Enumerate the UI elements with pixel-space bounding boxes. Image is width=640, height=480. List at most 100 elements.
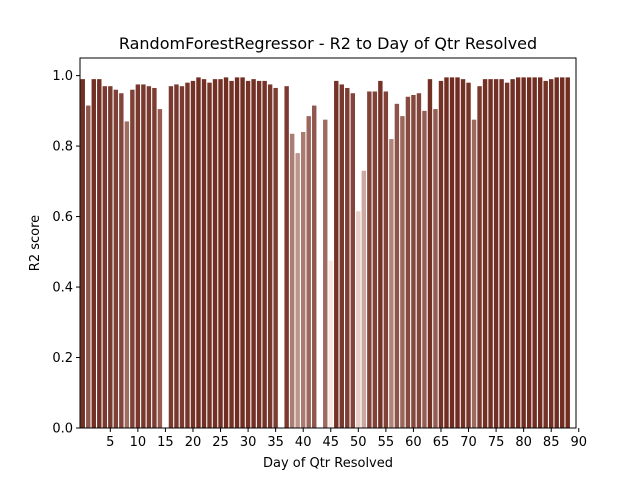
bar-day-49	[350, 93, 356, 429]
bar-day-55	[383, 91, 389, 428]
y-tick-label: 0.0	[52, 422, 73, 437]
bar-day-61	[416, 93, 422, 429]
x-tick-label: 25	[212, 435, 229, 450]
bar-day-0	[80, 79, 85, 428]
bar-day-85	[549, 79, 554, 428]
bar-day-41	[306, 116, 311, 428]
bar-day-5	[108, 86, 113, 428]
bar-day-26	[223, 77, 229, 428]
x-tick-label: 65	[433, 435, 450, 450]
x-tick-label: 35	[267, 435, 284, 450]
bar-day-59	[405, 96, 411, 428]
x-tick-label: 75	[488, 435, 505, 450]
bar-day-16	[168, 86, 174, 428]
bar-day-35	[273, 87, 278, 428]
x-tick-label: 55	[378, 435, 395, 450]
x-tick-label: 30	[240, 435, 257, 450]
bar-day-74	[488, 79, 493, 428]
bar-day-72	[477, 86, 482, 428]
bar-day-12	[146, 86, 152, 428]
bar-day-42	[312, 105, 317, 428]
bar-day-76	[499, 79, 504, 428]
bar-day-8	[124, 121, 130, 429]
bar-day-7	[119, 93, 124, 429]
bar-day-78	[510, 79, 515, 428]
bar-day-86	[554, 77, 559, 428]
x-tick-label: 80	[515, 435, 532, 450]
bar-day-28	[234, 77, 240, 428]
bar-day-6	[113, 89, 119, 429]
bar-day-13	[152, 87, 157, 428]
bar-day-2	[91, 79, 96, 428]
bar-day-73	[482, 79, 488, 428]
y-tick-label: 1.0	[52, 69, 73, 84]
bar-day-4	[102, 86, 108, 428]
bar-day-20	[190, 80, 196, 429]
x-tick-label: 70	[460, 435, 477, 450]
y-axis-label: R2 score	[28, 215, 43, 271]
bar-day-47	[339, 84, 344, 429]
x-tick-label: 15	[157, 435, 174, 450]
y-axis-ticks: 0.0 0.2 0.4 0.6 0.8 1.0	[52, 69, 80, 437]
bar-day-53	[372, 91, 378, 428]
bar-day-32	[256, 80, 262, 429]
bar-day-50	[356, 211, 361, 428]
bar-day-48	[345, 87, 350, 428]
bar-day-24	[212, 79, 218, 428]
plot-frame	[79, 57, 577, 429]
chart-title: RandomForestRegressor - R2 to Day of Qtr…	[119, 34, 537, 53]
x-tick-label: 85	[543, 435, 560, 450]
x-tick-label: 50	[350, 435, 367, 450]
bar-day-69	[460, 79, 466, 428]
bar-day-27	[229, 80, 234, 429]
bar-day-58	[400, 116, 405, 428]
bar-day-40	[301, 132, 306, 428]
bar-day-52	[367, 91, 372, 428]
bar-day-29	[240, 77, 245, 428]
bar-day-87	[560, 77, 565, 428]
bar-day-51	[361, 170, 367, 428]
bar-day-60	[411, 95, 416, 428]
bar-day-45	[328, 260, 333, 428]
bar-day-18	[179, 86, 185, 428]
bar-day-82	[532, 77, 537, 428]
bar-day-23	[207, 82, 212, 429]
bar-day-57	[394, 103, 400, 428]
bar-day-66	[444, 77, 449, 428]
bar-day-80	[521, 77, 526, 428]
bar-day-71	[471, 119, 477, 429]
bar-day-3	[97, 79, 102, 428]
bar-day-33	[262, 80, 267, 429]
bar-day-19	[185, 82, 190, 429]
bar-day-1	[86, 105, 91, 428]
bar-day-9	[130, 89, 135, 429]
bar-day-30	[245, 80, 251, 429]
bar-day-10	[135, 84, 141, 429]
bar-day-22	[201, 79, 207, 428]
x-tick-label: 5	[106, 435, 114, 450]
bar-day-56	[389, 139, 394, 429]
y-tick-label: 0.4	[52, 281, 73, 296]
x-tick-label: 90	[570, 435, 587, 450]
bar-day-39	[295, 153, 300, 428]
x-tick-label: 40	[295, 435, 312, 450]
bar-day-54	[378, 80, 383, 429]
bar-day-21	[196, 77, 201, 428]
bar-day-67	[449, 77, 455, 428]
x-axis-label: Day of Qtr Resolved	[263, 456, 393, 471]
bar-day-62	[422, 110, 427, 429]
bar-day-38	[289, 133, 295, 428]
bar-day-34	[267, 84, 273, 429]
bar-day-81	[526, 77, 532, 428]
x-axis-ticks: 5 10 15 20 25 30 35 40 45 50 55 60 65 70 75 80 85 90	[106, 428, 587, 450]
bar-day-31	[251, 79, 256, 428]
bar-day-70	[466, 82, 471, 429]
bar-day-68	[455, 77, 460, 428]
bars-group	[80, 77, 570, 429]
bar-day-64	[433, 109, 438, 428]
bar-day-14	[157, 109, 163, 428]
bar-day-75	[493, 79, 499, 428]
bar-day-84	[543, 80, 548, 429]
y-tick-label: 0.6	[52, 210, 73, 225]
